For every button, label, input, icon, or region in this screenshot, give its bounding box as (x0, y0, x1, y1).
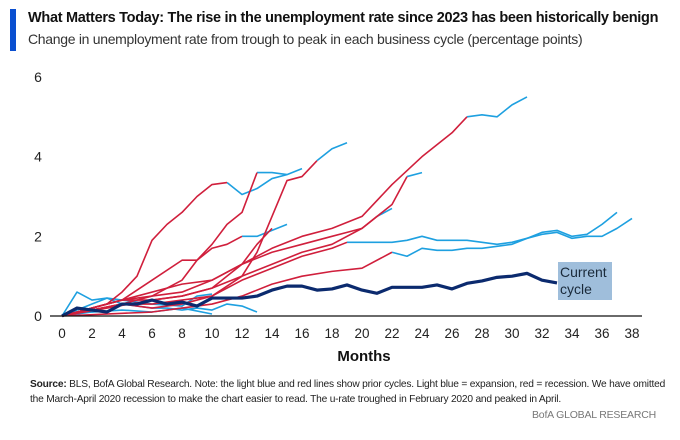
prior-cycle-1-recession-line (61, 181, 228, 317)
x-tick-label: 30 (504, 326, 519, 341)
source-label: Source: (30, 379, 67, 390)
prior-cycle-4-expansion-line (406, 171, 423, 178)
x-tick-label: 36 (594, 326, 609, 341)
x-axis-label: Months (337, 348, 390, 365)
x-tick-label: 8 (178, 326, 186, 341)
x-tick-label: 0 (58, 326, 66, 341)
prior-cycle-7-recession-line (61, 251, 393, 317)
x-tick-label: 10 (204, 326, 219, 341)
x-tick-label: 32 (534, 326, 549, 341)
x-tick-label: 12 (234, 326, 249, 341)
x-tick-label: 2 (88, 326, 96, 341)
line-chart: 0 2 4 6 8 10 12 14 16 18 20 22 24 26 28 30 32 34 36 380246M… (34, 69, 642, 365)
prior-cycle-1-expansion-line (226, 173, 288, 196)
prior-cycle-10-expansion-line (61, 291, 258, 317)
current-cycle-label: Current (560, 264, 607, 280)
source-note: Source: BLS, BofA Global Research. Note:… (30, 377, 670, 407)
prior-cycle-0-recession-line (121, 116, 468, 301)
x-tick-label: 16 (294, 326, 309, 341)
prior-cycle-5-recession-line (61, 215, 378, 317)
y-tick-label: 0 (34, 308, 42, 324)
x-tick-label: 34 (564, 326, 580, 341)
prior-cycle-4-recession-line (61, 176, 408, 317)
y-tick-label: 2 (34, 228, 42, 244)
chart-subtitle: Change in unemployment rate from trough … (28, 31, 583, 47)
source-text: BLS, BofA Global Research. Note: the lig… (30, 379, 666, 405)
y-tick-label: 4 (34, 149, 42, 165)
prior-cycle-7-expansion-line (391, 217, 633, 258)
brand-label: BofA GLOBAL RESEARCH (532, 409, 656, 421)
current-cycle-line (61, 271, 558, 318)
x-tick-label: 28 (474, 326, 489, 341)
x-tick-label: 4 (118, 326, 126, 341)
current-cycle-label: cycle (560, 281, 592, 297)
x-tick-label: 24 (414, 326, 430, 341)
prior-cycle-8-recession-line (61, 235, 243, 317)
prior-cycle-3-recession-line (61, 160, 318, 317)
x-tick-label: 14 (264, 326, 280, 341)
x-tick-label: 20 (354, 326, 369, 341)
x-tick-label: 6 (148, 326, 156, 341)
x-tick-label: 26 (444, 326, 459, 341)
x-tick-label: 22 (384, 326, 399, 341)
title-accent-bar (10, 9, 16, 51)
y-tick-label: 6 (34, 69, 42, 85)
prior-cycle-2-expansion-line (257, 167, 303, 176)
prior-cycle-12-expansion-line (61, 307, 213, 317)
current-cycle-label-bg (558, 262, 612, 300)
prior-cycle-3-expansion-line (316, 141, 348, 162)
prior-cycle-6-expansion-line (347, 211, 618, 246)
x-tick-label: 18 (324, 326, 339, 341)
x-tick-label: 38 (624, 326, 639, 341)
prior-cycle-0-expansion-line (466, 96, 528, 118)
chart-title: What Matters Today: The rise in the unem… (28, 10, 659, 26)
